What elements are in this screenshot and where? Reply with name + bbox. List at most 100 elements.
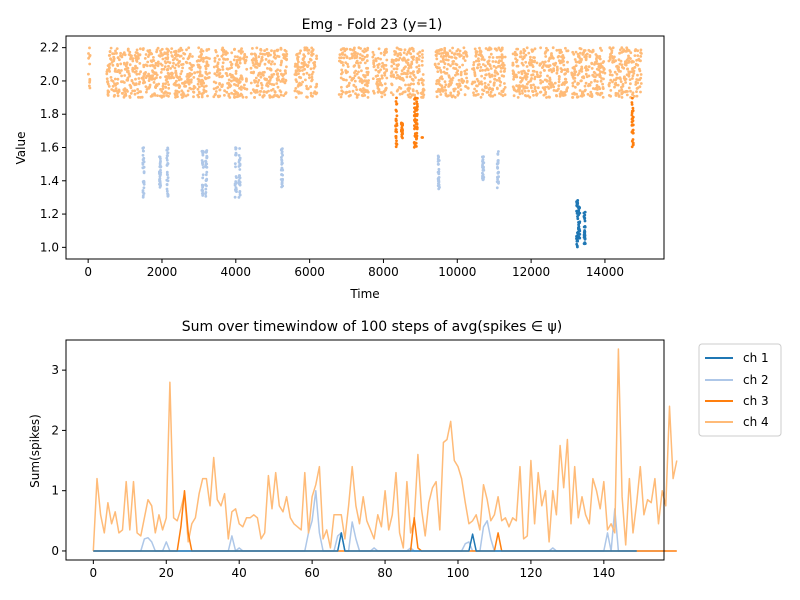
scatter-point (443, 80, 447, 84)
scatter-point (437, 49, 441, 52)
scatter-point (392, 67, 396, 71)
scatter-point (271, 87, 275, 91)
scatter-point (543, 86, 547, 89)
scatter-point (574, 50, 578, 54)
scatter-point (546, 85, 549, 89)
scatter-point (459, 72, 463, 76)
scatter-point (443, 50, 447, 53)
scatter-point (213, 59, 217, 63)
scatter-point (137, 82, 141, 86)
scatter-point (221, 68, 225, 71)
scatter-point (578, 220, 582, 224)
scatter-point (515, 89, 519, 93)
scatter-point (280, 185, 283, 189)
scatter-point (382, 67, 386, 70)
scatter-point (164, 82, 168, 85)
scatter-point (225, 67, 229, 71)
scatter-point (458, 65, 461, 69)
line-x-tick-label: 60 (304, 566, 319, 580)
scatter-point (437, 183, 441, 187)
scatter-point (579, 67, 583, 71)
scatter-point (436, 179, 440, 183)
scatter-point (293, 73, 297, 76)
scatter-point (256, 62, 260, 66)
scatter-point (453, 95, 457, 99)
scatter-point (488, 80, 492, 84)
scatter-point (391, 93, 395, 97)
scatter-point (538, 63, 542, 67)
scatter-point (634, 83, 638, 86)
scatter-point (577, 72, 581, 75)
scatter-point (275, 77, 279, 81)
scatter-point (400, 126, 404, 129)
scatter-point (259, 75, 263, 79)
scatter-point (548, 78, 552, 81)
scatter-point (377, 47, 381, 51)
scatter-point (440, 75, 443, 78)
scatter-point (625, 93, 629, 97)
scatter-point (608, 73, 612, 77)
scatter-point (614, 93, 618, 97)
scatter-point (371, 77, 375, 80)
scatter-point (551, 69, 555, 72)
scatter-point (493, 74, 497, 77)
scatter-point (475, 89, 478, 93)
scatter-point (265, 48, 269, 51)
scatter-point (589, 81, 593, 84)
scatter-point (450, 78, 454, 82)
scatter-point (380, 74, 384, 78)
scatter-point (193, 86, 197, 89)
scatter-point (451, 76, 455, 80)
scatter-point (344, 61, 348, 64)
scatter-point (112, 59, 116, 63)
scatter-point (139, 47, 142, 51)
scatter-point (360, 94, 364, 97)
scatter-point (497, 55, 501, 59)
scatter-point (169, 51, 173, 54)
scatter-point (260, 86, 264, 90)
scatter-point (543, 88, 547, 92)
scatter-point (390, 70, 394, 74)
scatter-point (536, 86, 540, 90)
scatter-point (123, 87, 127, 91)
scatter-point (182, 57, 185, 60)
scatter-point (444, 83, 448, 87)
scatter-point (500, 53, 504, 57)
scatter-point (559, 67, 563, 70)
scatter-point (548, 64, 552, 67)
scatter-point (141, 190, 145, 194)
scatter-point (180, 93, 183, 97)
scatter-point (575, 95, 579, 99)
scatter-point (303, 67, 306, 71)
scatter-point (352, 76, 356, 80)
scatter-point (415, 65, 419, 69)
scatter-point (312, 66, 316, 70)
scatter-point (306, 87, 310, 90)
scatter-point (416, 104, 419, 108)
scatter-point (415, 109, 418, 112)
scatter-point (216, 54, 220, 58)
scatter-point (351, 89, 355, 93)
scatter-point (254, 53, 257, 57)
scatter-point (126, 49, 130, 52)
scatter-point (640, 52, 643, 55)
scatter-point (488, 74, 492, 78)
scatter-point (549, 83, 553, 87)
scatter-point (385, 50, 388, 54)
scatter-point (579, 79, 583, 83)
scatter-point (580, 57, 583, 61)
scatter-point (198, 74, 201, 78)
scatter-point (582, 225, 586, 229)
scatter-point (165, 148, 169, 152)
scatter-point (618, 76, 622, 79)
scatter-point (435, 49, 439, 53)
scatter-point (133, 89, 137, 93)
scatter-point (258, 93, 262, 97)
scatter-point (593, 87, 597, 91)
scatter-point (495, 78, 499, 82)
scatter-point (353, 74, 357, 77)
scatter-point (415, 131, 419, 135)
scatter-point (412, 55, 416, 59)
scatter-point (141, 180, 145, 184)
scatter-point (621, 91, 625, 94)
